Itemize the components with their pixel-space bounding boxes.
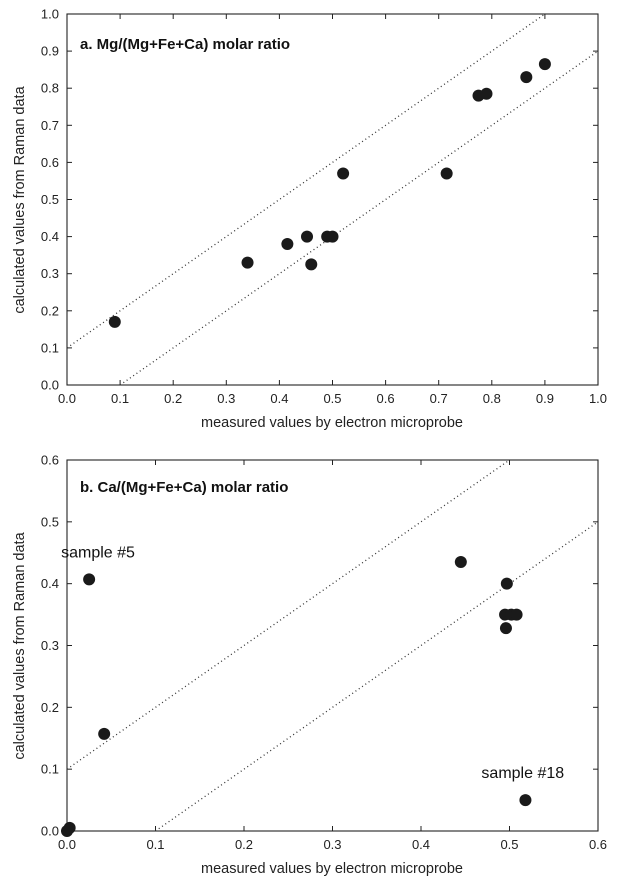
panel-a-data-point: [305, 258, 318, 271]
panel-a-ytick-label: 0.2: [41, 303, 59, 318]
panel-a-ytick-label: 0.5: [41, 192, 59, 207]
panel-b-xtick-label: 0.1: [146, 837, 164, 852]
panel-b-reference-line-1: [66, 459, 510, 770]
panel-b-xtick-label: 0.2: [235, 837, 253, 852]
panel-a-ytick-label: 0.8: [41, 81, 59, 96]
panel-a-xtick-label: 1.0: [589, 391, 607, 406]
panel-b-annotation: sample #18: [481, 765, 564, 782]
panel-b-ytick-label: 0.6: [41, 453, 59, 468]
panel-b-ylabel: calculated values from Raman data: [12, 531, 28, 759]
panel-a-ytick-label: 0.7: [41, 118, 59, 133]
panel-a-xtick-label: 0.7: [430, 391, 448, 406]
panel-a-xtick-label: 0.0: [58, 391, 76, 406]
panel-a-ytick-label: 0.0: [41, 378, 59, 393]
panel-b-data-point: [98, 727, 111, 740]
panel-a-xtick-label: 0.6: [377, 391, 395, 406]
panel-b-ytick-label: 0.1: [41, 762, 59, 777]
panel-b-data-point: [499, 622, 512, 635]
panel-a-xtick-label: 0.5: [323, 391, 341, 406]
panel-a-ytick-label: 1.0: [41, 7, 59, 22]
panel-b-xtick-label: 0.0: [58, 837, 76, 852]
panel-b: 0.0 0.1 0.2 0.3 0.4 0.5 0.6 0.0 0.1 0.2 0.3 0.4 0.5 0…: [12, 453, 607, 878]
panel-a-ytick-label: 0.4: [41, 229, 59, 244]
panel-a-ytick-label: 0.3: [41, 266, 59, 281]
panel-b-xlabel: measured values by electron microprobe: [201, 861, 463, 877]
panel-a-ytick-label: 0.6: [41, 155, 59, 170]
panel-b-ticks: 0.0 0.1 0.2 0.3 0.4 0.5 0.6 0.0 0.1 0.2 0.3 0.4 0.5 0…: [41, 453, 607, 853]
panel-a-ytick-label: 0.9: [41, 44, 59, 59]
panel-a-points: [108, 58, 551, 328]
panel-a-data-point: [480, 87, 493, 100]
panel-a-xtick-label: 0.9: [536, 391, 554, 406]
panel-b-reference-line-2: [155, 521, 599, 832]
panel-a-xlabel: measured values by electron microprobe: [201, 415, 463, 431]
panel-a-ylabel: calculated values from Raman data: [12, 85, 28, 313]
panel-a-xtick-label: 0.8: [483, 391, 501, 406]
panel-b-ytick-label: 0.4: [41, 576, 59, 591]
panel-a-xtick-label: 0.1: [111, 391, 129, 406]
panel-b-data-point: [519, 794, 532, 807]
panel-a-data-point: [241, 256, 254, 269]
panel-b-xtick-label: 0.3: [323, 837, 341, 852]
panel-b-annotations: sample #5 sample #18: [61, 544, 564, 782]
panel-b-data-point: [500, 577, 513, 590]
panel-b-xtick-label: 0.6: [589, 837, 607, 852]
panel-b-data-point: [63, 821, 76, 834]
panel-b-ytick-label: 0.0: [41, 824, 59, 839]
panel-b-ytick-label: 0.5: [41, 514, 59, 529]
panel-a-data-point: [281, 238, 294, 251]
panel-b-xtick-label: 0.4: [412, 837, 430, 852]
panel-a-ytick-label: 0.1: [41, 340, 59, 355]
panel-b-annotation: sample #5: [61, 544, 135, 561]
panel-b-ytick-label: 0.2: [41, 700, 59, 715]
panel-a-reference-line-2: [119, 50, 599, 386]
panel-a-data-point: [440, 167, 453, 180]
panel-b-points: [61, 556, 532, 837]
panel-a-frame: [66, 13, 599, 386]
panel-a-data-point: [108, 315, 121, 328]
panel-a-xtick-label: 0.3: [217, 391, 235, 406]
panel-a-data-point: [301, 230, 314, 243]
panel-a-ticks: 0.0 0.1 0.2 0.3 0.4 0.5 0.6 0.7 0.8 0.9 1.0 0.0 0.1 0…: [41, 7, 607, 407]
panel-a-xtick-label: 0.4: [270, 391, 288, 406]
panel-a-reference-lines: [66, 13, 599, 386]
panel-a-xtick-label: 0.2: [164, 391, 182, 406]
panel-b-data-point: [510, 608, 523, 621]
panel-a-title: a. Mg/(Mg+Fe+Ca) molar ratio: [80, 36, 290, 53]
panel-b-ytick-label: 0.3: [41, 638, 59, 653]
panel-b-data-point: [454, 556, 467, 569]
panel-a-data-point: [520, 71, 533, 84]
panel-b-title: b. Ca/(Mg+Fe+Ca) molar ratio: [80, 479, 288, 496]
panel-b-xtick-label: 0.5: [500, 837, 518, 852]
panel-a-data-point: [326, 230, 339, 243]
panel-a-data-point: [538, 58, 551, 71]
panel-b-data-point: [83, 573, 96, 586]
panel-a: 0.0 0.1 0.2 0.3 0.4 0.5 0.6 0.7 0.8 0.9 1.0 0.0 0.1 0…: [12, 7, 607, 432]
panel-a-data-point: [337, 167, 350, 180]
panel-a-reference-line-1: [66, 13, 546, 349]
